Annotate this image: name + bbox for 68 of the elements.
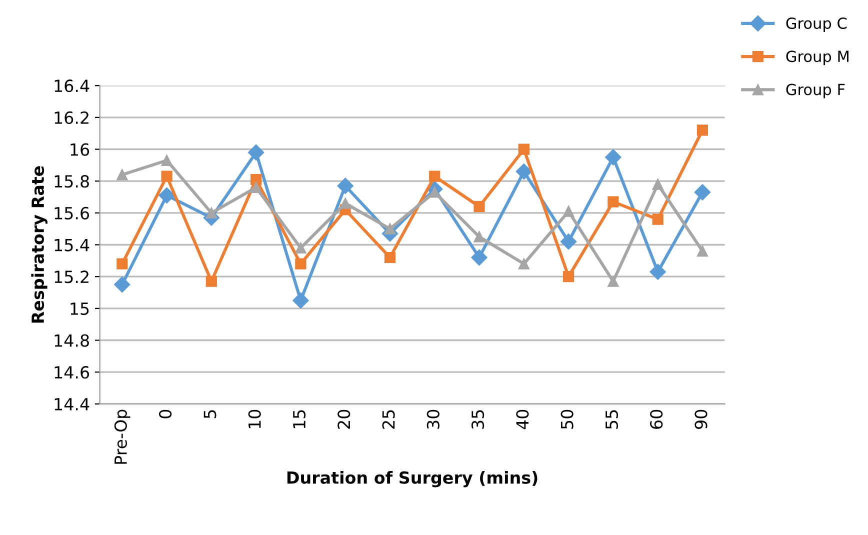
point — [471, 249, 488, 266]
y-axis-title: Respiratory Rate — [31, 166, 48, 323]
point — [608, 276, 619, 287]
legend-label: Group M — [786, 50, 848, 66]
point — [650, 264, 666, 280]
point — [161, 170, 172, 182]
legend-label: Group C — [786, 17, 847, 32]
x-tick-label: 30 — [426, 410, 440, 429]
point — [158, 187, 175, 204]
legend-label: Group F — [786, 84, 845, 98]
y-tick-label: 15.6 — [54, 206, 90, 220]
point — [295, 242, 306, 254]
x-tick-label: 0 — [159, 410, 172, 418]
point — [337, 178, 354, 194]
x-tick-label: 40 — [516, 410, 529, 430]
point — [474, 201, 485, 212]
point — [474, 231, 485, 242]
point — [250, 174, 262, 186]
point — [429, 186, 440, 198]
point — [694, 184, 711, 200]
point — [116, 169, 128, 180]
y-tick-label: 16 — [70, 143, 90, 156]
point — [161, 154, 172, 166]
point — [248, 144, 264, 161]
point — [340, 198, 351, 209]
point — [518, 144, 530, 155]
point — [560, 234, 577, 250]
y-tick-label: 14.6 — [54, 366, 90, 379]
point — [652, 214, 664, 225]
x-tick-label: Pre-Op — [114, 410, 130, 464]
y-tick-label: 14.4 — [54, 398, 90, 410]
point — [384, 252, 396, 264]
point — [206, 276, 217, 287]
y-tick-label: 15.8 — [54, 175, 89, 188]
x-tick-label: 50 — [560, 410, 574, 429]
point — [696, 246, 708, 257]
point — [696, 124, 708, 136]
y-tick-label: 15.4 — [54, 238, 90, 252]
y-tick-label: 14.8 — [54, 334, 89, 347]
x-tick-label: 25 — [382, 410, 395, 429]
point — [518, 258, 530, 270]
x-axis-title: Duration of Surgery (mins) — [287, 471, 538, 488]
point — [562, 206, 574, 217]
point — [116, 258, 128, 270]
point — [562, 271, 574, 282]
point — [384, 223, 396, 234]
x-tick-label: 10 — [248, 410, 261, 428]
x-tick-label: 55 — [606, 410, 618, 429]
point — [206, 207, 217, 218]
x-tick-label: 15 — [293, 410, 306, 428]
point — [516, 163, 532, 180]
point — [114, 276, 130, 293]
x-tick-label: 5 — [204, 410, 216, 418]
point — [250, 182, 262, 194]
point — [605, 149, 622, 166]
point — [429, 170, 440, 182]
x-tick-label: 60 — [650, 410, 663, 429]
point — [292, 292, 309, 309]
point — [652, 178, 664, 190]
point — [608, 196, 619, 208]
point — [295, 258, 306, 270]
y-tick-label: 15 — [70, 302, 89, 315]
y-tick-label: 16.2 — [54, 111, 88, 124]
x-tick-label: 35 — [471, 410, 484, 429]
x-tick-label: 90 — [694, 410, 708, 429]
y-tick-label: 16.4 — [54, 80, 90, 92]
x-tick-label: 20 — [338, 410, 350, 429]
y-tick-label: 15.2 — [54, 270, 88, 284]
